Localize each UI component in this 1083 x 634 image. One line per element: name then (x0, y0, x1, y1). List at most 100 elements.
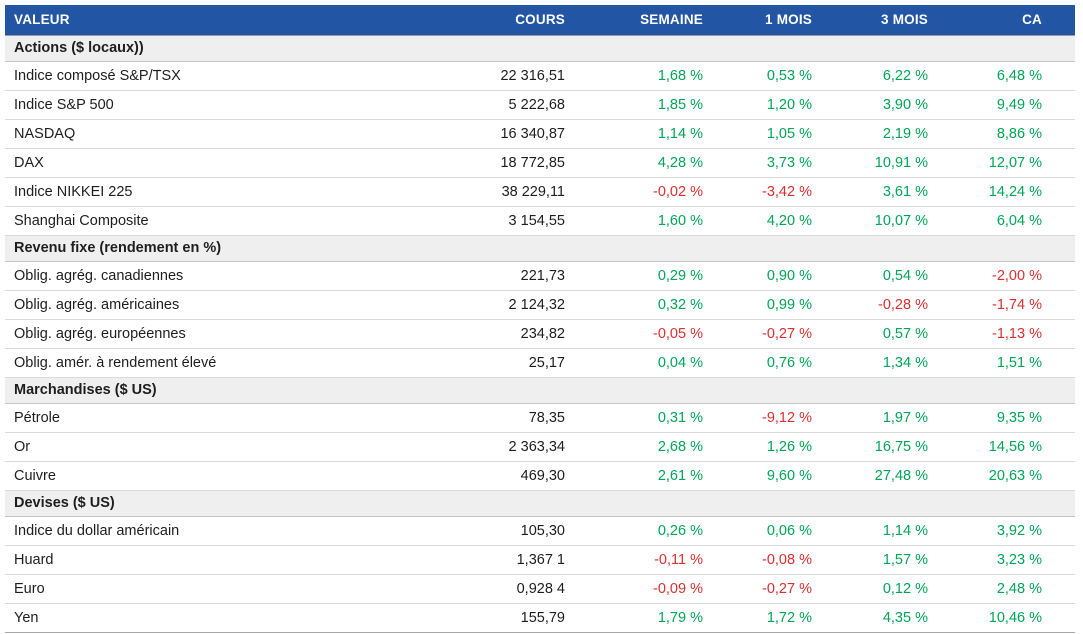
change-value-ca: 20,63 % (961, 461, 1075, 491)
row-label: NASDAQ (5, 119, 420, 149)
change-value-semaine: 4,28 % (598, 148, 736, 178)
change-value-ca: 9,35 % (961, 403, 1075, 433)
change-value-3-mois: 0,57 % (845, 319, 961, 349)
change-value-semaine: -0,02 % (598, 177, 736, 207)
change-value-ca: 14,24 % (961, 177, 1075, 207)
table-row: Cuivre 469,30 2,61 % 9,60 % 27,48 % 20,63 % (5, 461, 1075, 491)
column-header-3-mois: 3 MOIS (845, 5, 961, 35)
table-row: Oblig. agrég. américaines 2 124,32 0,32 % 0… (5, 290, 1075, 320)
change-value-semaine: -0,11 % (598, 545, 736, 575)
cours-value: 25,17 (420, 348, 598, 378)
change-value-1-mois: 3,73 % (736, 148, 845, 178)
table-row: Yen 155,79 1,79 % 1,72 % 4,35 % 10,46 % (5, 603, 1075, 633)
change-value-semaine: 1,14 % (598, 119, 736, 149)
row-label: Oblig. agrég. américaines (5, 290, 420, 320)
cours-value: 155,79 (420, 603, 598, 633)
cours-value: 0,928 4 (420, 574, 598, 604)
cours-value: 38 229,11 (420, 177, 598, 207)
change-value-semaine: 0,26 % (598, 516, 736, 546)
change-value-1-mois: 0,06 % (736, 516, 845, 546)
change-value-3-mois: 10,91 % (845, 148, 961, 178)
change-value-3-mois: 1,57 % (845, 545, 961, 575)
table-row: Oblig. agrég. canadiennes 221,73 0,29 % 0,9… (5, 261, 1075, 291)
table-row: DAX 18 772,85 4,28 % 3,73 % 10,91 % 12,07 % (5, 148, 1075, 178)
change-value-3-mois: 1,14 % (845, 516, 961, 546)
change-value-1-mois: -0,27 % (736, 574, 845, 604)
column-header-1-mois: 1 MOIS (736, 5, 845, 35)
table-row: NASDAQ 16 340,87 1,14 % 1,05 % 2,19 % 8,86 % (5, 119, 1075, 149)
change-value-ca: 12,07 % (961, 148, 1075, 178)
change-value-ca: 1,51 % (961, 348, 1075, 378)
row-label: Oblig. amér. à rendement élevé (5, 348, 420, 378)
change-value-ca: 9,49 % (961, 90, 1075, 120)
change-value-semaine: 0,04 % (598, 348, 736, 378)
change-value-3-mois: 3,90 % (845, 90, 961, 120)
change-value-ca: -1,74 % (961, 290, 1075, 320)
section-row: Devises ($ US) (5, 489, 1075, 517)
change-value-3-mois: 4,35 % (845, 603, 961, 633)
cours-value: 16 340,87 (420, 119, 598, 149)
cours-value: 2 363,34 (420, 432, 598, 462)
header-row: VALEUR COURS SEMAINE 1 MOIS 3 MOIS CA (5, 5, 1075, 35)
row-label: Pétrole (5, 403, 420, 433)
section-title: Devises ($ US) (5, 489, 1075, 517)
row-label: Cuivre (5, 461, 420, 491)
cours-value: 18 772,85 (420, 148, 598, 178)
change-value-1-mois: 4,20 % (736, 206, 845, 236)
change-value-1-mois: -3,42 % (736, 177, 845, 207)
change-value-1-mois: 1,72 % (736, 603, 845, 633)
change-value-semaine: -0,09 % (598, 574, 736, 604)
change-value-1-mois: -9,12 % (736, 403, 845, 433)
change-value-3-mois: 0,54 % (845, 261, 961, 291)
change-value-1-mois: 9,60 % (736, 461, 845, 491)
change-value-ca: 3,23 % (961, 545, 1075, 575)
change-value-3-mois: 27,48 % (845, 461, 961, 491)
table-row: Pétrole 78,35 0,31 % -9,12 % 1,97 % 9,35 % (5, 403, 1075, 433)
section-title: Revenu fixe (rendement en %) (5, 234, 1075, 262)
change-value-3-mois: 2,19 % (845, 119, 961, 149)
cours-value: 78,35 (420, 403, 598, 433)
cours-value: 3 154,55 (420, 206, 598, 236)
change-value-ca: -1,13 % (961, 319, 1075, 349)
change-value-semaine: 0,29 % (598, 261, 736, 291)
table-row: Huard 1,367 1 -0,11 % -0,08 % 1,57 % 3,23 % (5, 545, 1075, 575)
change-value-1-mois: 0,53 % (736, 61, 845, 91)
row-label: Shanghai Composite (5, 206, 420, 236)
change-value-ca: 3,92 % (961, 516, 1075, 546)
cours-value: 5 222,68 (420, 90, 598, 120)
table-body: Actions ($ locaux)) Indice composé S&P/TS… (5, 34, 1075, 633)
change-value-1-mois: 0,99 % (736, 290, 845, 320)
row-label: Indice S&P 500 (5, 90, 420, 120)
row-label: Or (5, 432, 420, 462)
change-value-1-mois: -0,27 % (736, 319, 845, 349)
table-row: Euro 0,928 4 -0,09 % -0,27 % 0,12 % 2,48 % (5, 574, 1075, 604)
section-title: Marchandises ($ US) (5, 376, 1075, 404)
table-row: Indice NIKKEI 225 38 229,11 -0,02 % -3,42 %… (5, 177, 1075, 207)
section-title: Actions ($ locaux)) (5, 34, 1075, 62)
row-label: Huard (5, 545, 420, 575)
cours-value: 105,30 (420, 516, 598, 546)
change-value-1-mois: -0,08 % (736, 545, 845, 575)
change-value-ca: 2,48 % (961, 574, 1075, 604)
change-value-semaine: 1,60 % (598, 206, 736, 236)
change-value-3-mois: 10,07 % (845, 206, 961, 236)
column-header-cours: COURS (420, 5, 598, 35)
change-value-1-mois: 1,05 % (736, 119, 845, 149)
change-value-3-mois: -0,28 % (845, 290, 961, 320)
change-value-1-mois: 1,20 % (736, 90, 845, 120)
change-value-ca: 10,46 % (961, 603, 1075, 633)
cours-value: 234,82 (420, 319, 598, 349)
change-value-3-mois: 1,34 % (845, 348, 961, 378)
change-value-ca: 6,04 % (961, 206, 1075, 236)
change-value-3-mois: 3,61 % (845, 177, 961, 207)
row-label: DAX (5, 148, 420, 178)
change-value-ca: 14,56 % (961, 432, 1075, 462)
row-label: Oblig. agrég. européennes (5, 319, 420, 349)
cours-value: 22 316,51 (420, 61, 598, 91)
change-value-3-mois: 6,22 % (845, 61, 961, 91)
change-value-ca: 8,86 % (961, 119, 1075, 149)
change-value-ca: 6,48 % (961, 61, 1075, 91)
row-label: Indice composé S&P/TSX (5, 61, 420, 91)
row-label: Yen (5, 603, 420, 633)
